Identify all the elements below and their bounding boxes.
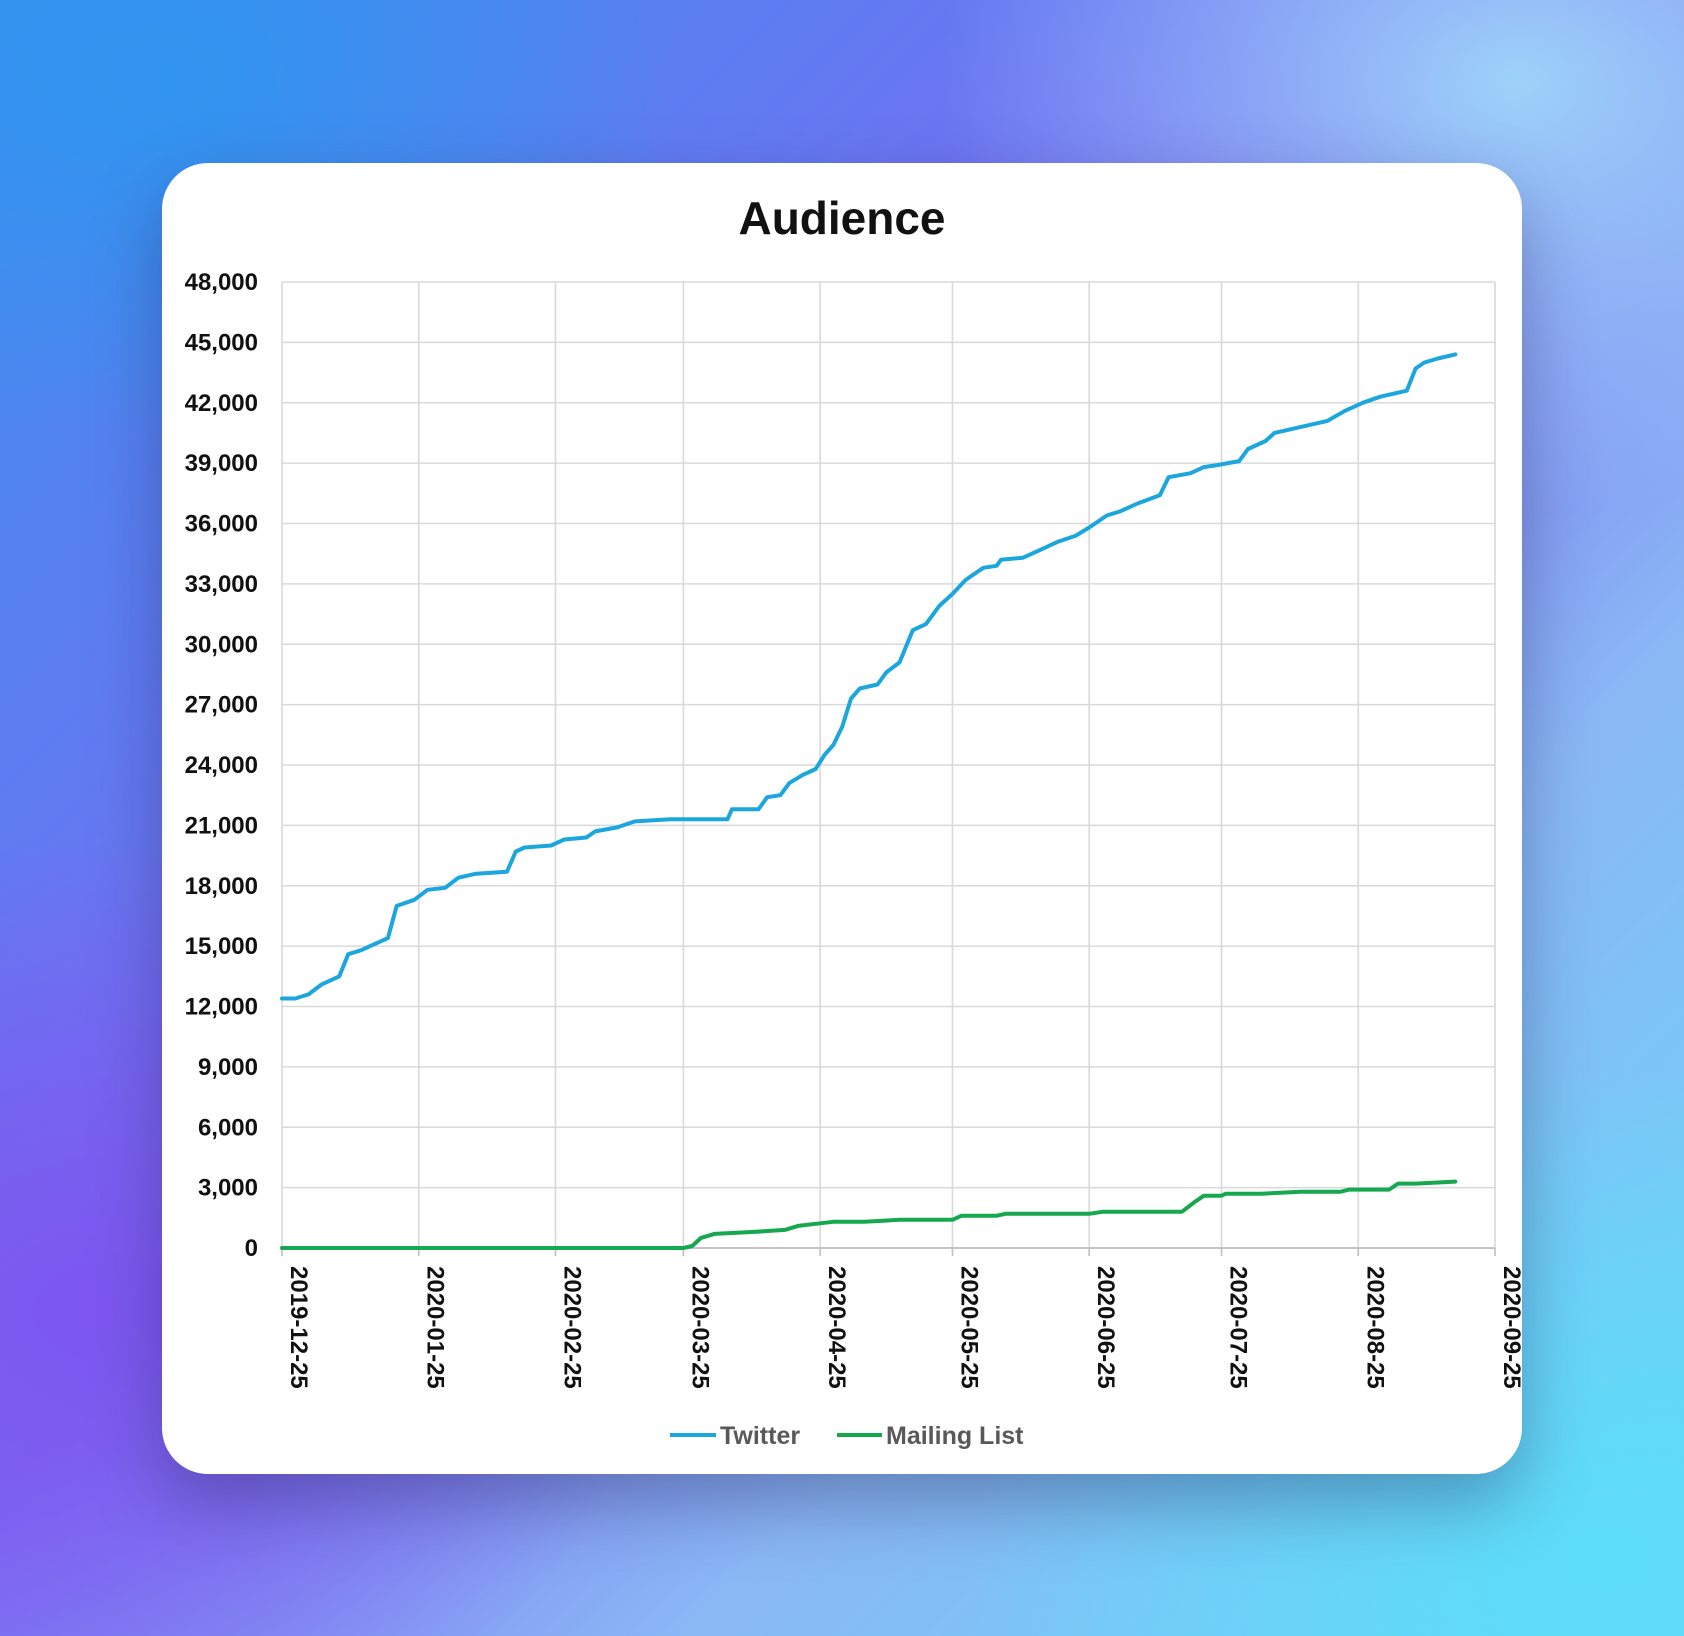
- y-tick-label: 21,000: [185, 812, 258, 839]
- y-tick-label: 18,000: [185, 873, 258, 900]
- y-tick-label: 45,000: [185, 329, 258, 356]
- x-tick-label: 2020-03-25: [686, 1266, 713, 1389]
- x-tick-label: 2020-09-25: [1498, 1266, 1522, 1389]
- legend-label-mailing-list: Mailing List: [886, 1422, 1024, 1450]
- legend: Twitter Mailing List: [670, 1422, 1024, 1450]
- series-lines: [280, 352, 1458, 1250]
- y-tick-label: 30,000: [185, 631, 258, 658]
- y-tick-label: 9,000: [198, 1054, 258, 1081]
- y-tick-label: 0: [245, 1235, 258, 1262]
- y-tick-label: 33,000: [185, 571, 258, 598]
- chart-card: Audience 0 3,000 6,000 9,000 12,000 15,000 18,…: [162, 163, 1522, 1474]
- y-axis-ticks: 0 3,000 6,000 9,000 12,000 15,000 18,000 21,000…: [185, 269, 258, 1262]
- y-tick-label: 42,000: [185, 390, 258, 417]
- x-tick-label: 2020-07-25: [1225, 1266, 1252, 1389]
- x-tick-label: 2019-12-25: [285, 1266, 312, 1389]
- y-tick-label: 36,000: [185, 511, 258, 538]
- x-tick-label: 2020-05-25: [955, 1266, 982, 1389]
- y-tick-label: 24,000: [185, 752, 258, 779]
- chart-title: Audience: [738, 192, 945, 244]
- y-tick-label: 39,000: [185, 450, 258, 477]
- series-line-mailing-list: [280, 1179, 1458, 1250]
- x-tick-label: 2020-01-25: [422, 1266, 449, 1389]
- x-tick-label: 2020-04-25: [823, 1266, 850, 1389]
- y-tick-label: 3,000: [198, 1175, 258, 1202]
- y-tick-label: 15,000: [185, 933, 258, 960]
- y-tick-label: 6,000: [198, 1114, 258, 1141]
- x-tick-label: 2020-08-25: [1361, 1266, 1388, 1389]
- y-tick-label: 48,000: [185, 269, 258, 296]
- series-line-twitter: [280, 352, 1458, 1001]
- gridlines: [281, 281, 1496, 1256]
- x-axis-ticks: 2019-12-25 2020-01-25 2020-02-25 2020-03-25…: [285, 1266, 1522, 1389]
- audience-chart: Audience 0 3,000 6,000 9,000 12,000 15,000 18,…: [185, 192, 1522, 1450]
- y-tick-label: 12,000: [185, 994, 258, 1021]
- x-tick-label: 2020-02-25: [558, 1266, 585, 1389]
- x-tick-label: 2020-06-25: [1092, 1266, 1119, 1389]
- legend-label-twitter: Twitter: [720, 1422, 800, 1450]
- y-tick-label: 27,000: [185, 692, 258, 719]
